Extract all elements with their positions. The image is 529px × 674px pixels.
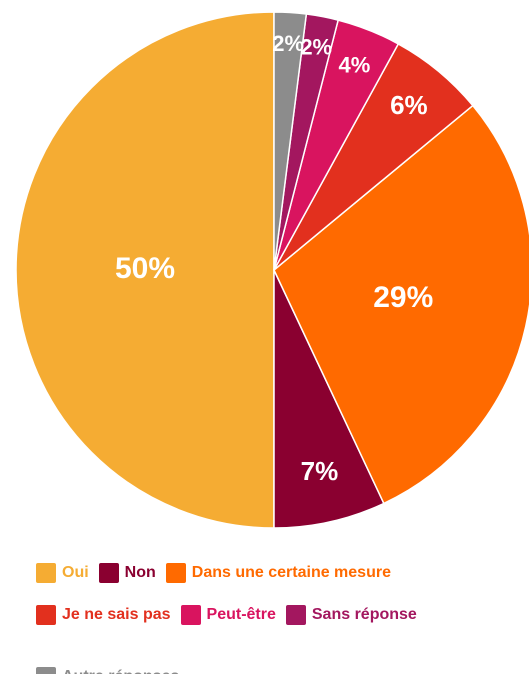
legend-label: Dans une certaine mesure [191, 564, 391, 581]
slice-label: 29% [373, 281, 433, 314]
legend-item: Peut-être [180, 604, 276, 626]
legend-label: Non [124, 564, 156, 581]
legend-label: Autre réponses [62, 668, 179, 674]
slice-label: 2% [300, 34, 332, 59]
legend-item: Je ne sais pas [36, 604, 171, 626]
slice-label: 7% [301, 456, 339, 486]
pie-slice [273, 269, 385, 529]
legend-label: Peut-être [206, 606, 276, 623]
legend-label: Oui [62, 564, 89, 581]
legend-swatch [36, 667, 56, 674]
legend-item: Autre réponses [36, 666, 179, 674]
legend-swatch [98, 563, 119, 583]
legend-swatch [285, 605, 306, 625]
slice-label: 2% [272, 31, 304, 56]
legend-label: Je ne sais pas [62, 606, 171, 623]
legend-item: Dans une certaine mesure [165, 562, 391, 584]
legend-item: Non [98, 562, 156, 584]
slice-label: 50% [115, 252, 175, 285]
pie: 50% 7% 29% 6% 4% 2%2% [15, 11, 529, 529]
pie-slice [273, 104, 529, 505]
legend-item: Sans réponse [285, 604, 417, 626]
legend-swatch [165, 563, 186, 583]
pie-slice [273, 11, 308, 271]
legend: Oui Non Dans une certaine mesure Je ne sais… [36, 562, 528, 674]
pie-slice [15, 11, 275, 529]
legend-swatch [180, 605, 201, 625]
legend-label: Sans réponse [311, 606, 417, 623]
slice-label: 6% [390, 90, 428, 120]
slice-label: 4% [339, 53, 371, 78]
legend-swatch [36, 563, 56, 583]
legend-swatch [36, 605, 56, 625]
legend-item: Oui [36, 562, 89, 584]
